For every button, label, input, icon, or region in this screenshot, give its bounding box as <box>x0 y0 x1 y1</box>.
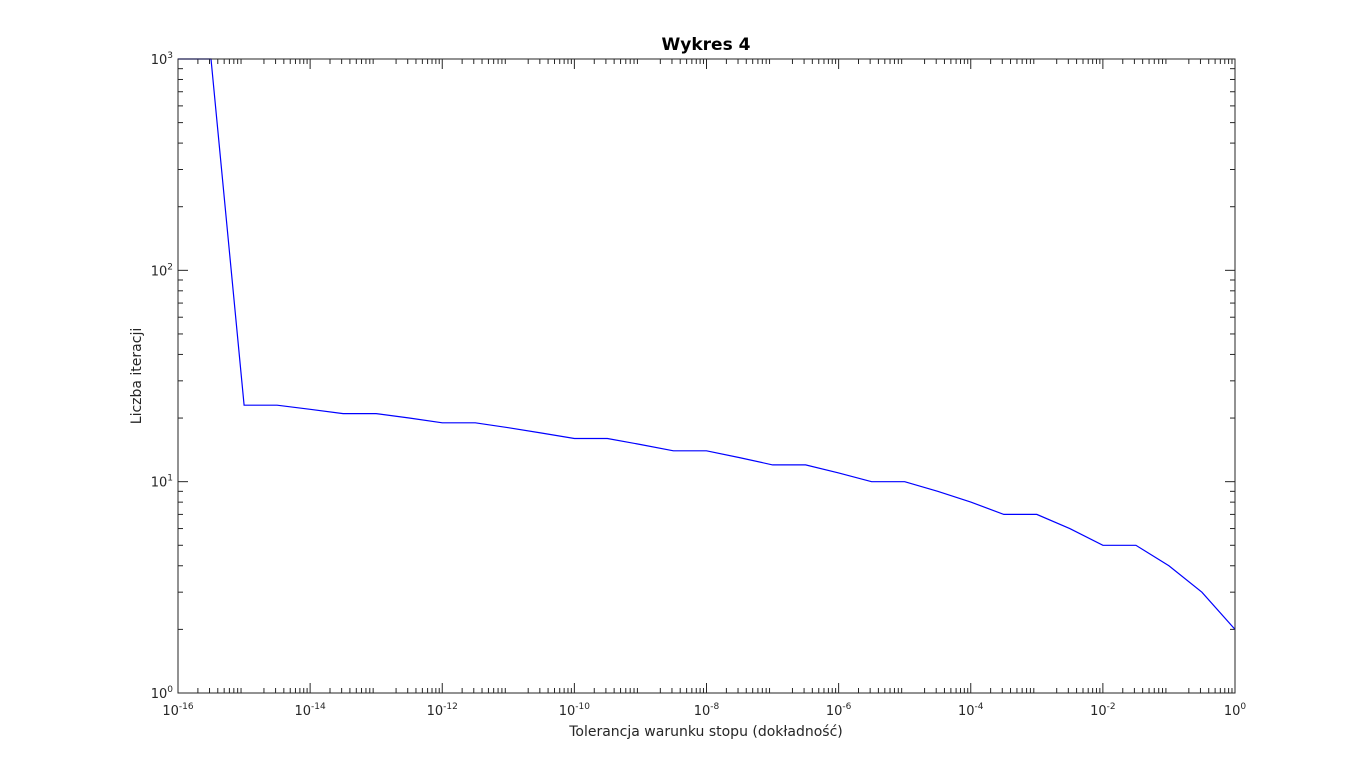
plot-area <box>177 58 1236 694</box>
y-tick-label: 102 <box>151 262 173 279</box>
x-tick-label: 10-4 <box>958 702 984 719</box>
series-line <box>178 58 1236 630</box>
y-axis-label: Liczba iteracji <box>129 328 145 424</box>
x-tick-label: 10-12 <box>427 702 458 719</box>
y-tick-label: 101 <box>151 474 173 491</box>
minor-ticks <box>178 59 1235 693</box>
y-tick-label: 103 <box>151 51 173 68</box>
x-tick-label: 10-16 <box>162 702 194 719</box>
x-tick-labels: 10-16 10-14 10-12 10-10 10-8 10-6 10-4 10-2 100 <box>162 702 1246 719</box>
x-axis-label: Tolerancja warunku stopu (dokładność) <box>568 724 843 740</box>
y-tick-label: 100 <box>151 685 174 702</box>
chart-title: Wykres 4 <box>662 35 751 55</box>
axes-background <box>178 59 1235 693</box>
x-tick-label: 10-14 <box>295 702 327 719</box>
x-tick-label: 10-10 <box>559 702 591 719</box>
x-tick-label: 100 <box>1224 702 1247 719</box>
axes-box <box>177 58 1236 694</box>
x-tick-label: 10-8 <box>694 702 720 719</box>
x-tick-label: 10-2 <box>1090 702 1116 719</box>
y-tick-labels: 100 101 102 103 <box>151 51 174 702</box>
x-tick-label: 10-6 <box>826 702 852 719</box>
